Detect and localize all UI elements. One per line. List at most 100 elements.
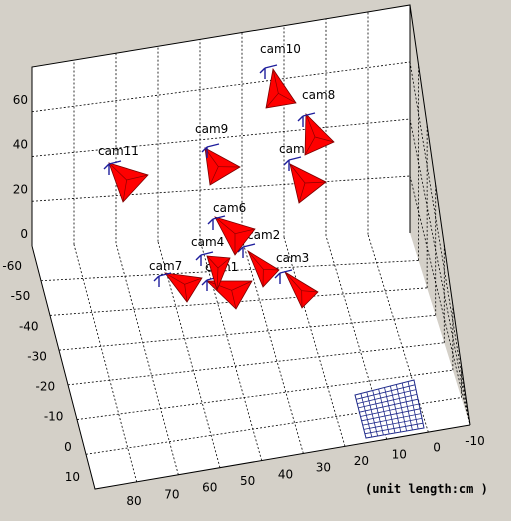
camera-cam3: cam3	[274, 251, 319, 309]
camera-axis	[206, 143, 220, 148]
camera-frustum-edge	[272, 68, 279, 94]
camera-group: cam1cam2cam3cam4cam5cam6cam7cam8cam9cam1…	[98, 42, 335, 310]
camera-frustum-edge	[304, 181, 327, 184]
camera-cam5: cam5	[279, 142, 327, 204]
x-tick-label: 30	[316, 461, 331, 475]
camera-frustum-edge	[216, 267, 219, 291]
checkerboard-line	[364, 422, 424, 435]
checkerboard-line	[358, 394, 418, 409]
floor-gridline	[40, 260, 419, 282]
y-tick-label: -20	[36, 380, 56, 394]
unit-note: (unit length:cm )	[365, 482, 488, 496]
camera-frustum-edge	[265, 93, 279, 109]
camera-axis	[153, 275, 160, 282]
x-tick-label: 20	[354, 454, 369, 468]
checkerboard-line	[356, 384, 416, 400]
camera-label: cam11	[98, 144, 139, 158]
y-tick-label: 0	[64, 440, 72, 454]
camera-frustum-edge	[214, 216, 236, 234]
camera-frustum-edge	[108, 162, 127, 181]
tick-labels: 80 70 60 50 40 30 20 10 0 -10 -60 -50 -40 -30 -20 -10 0 1…	[2, 93, 484, 508]
z-tick-label: 40	[13, 138, 28, 152]
floor-gridline	[76, 369, 453, 420]
checkerboard-line	[363, 418, 423, 430]
camera-frustum-edge	[231, 290, 237, 310]
camera-frustum-edge	[184, 277, 203, 285]
camera-axis	[259, 67, 266, 74]
camera-frustum-edge	[314, 136, 335, 143]
camera-axis	[242, 243, 256, 248]
camera-axis	[274, 272, 281, 279]
camera-axis	[201, 146, 208, 153]
z-tick-label: 20	[13, 182, 28, 196]
camera-label: cam8	[302, 88, 335, 102]
camera-frustum-edge	[278, 93, 297, 104]
camera-axis	[279, 269, 293, 274]
axis-line	[31, 4, 471, 426]
floor-gridline	[325, 235, 388, 440]
z-tick-label: 0	[20, 227, 28, 241]
camera-axis	[212, 215, 226, 220]
camera-frustum-edge	[301, 290, 319, 293]
camera-cam8: cam8	[297, 88, 335, 156]
x-tick-label: 40	[278, 467, 293, 481]
camera-frustum	[206, 280, 253, 310]
floor-gridline	[283, 237, 346, 447]
camera-frustum-edge	[247, 250, 264, 270]
camera-frustum-edge	[304, 136, 316, 156]
camera-axis	[237, 246, 244, 253]
camera-cam11: cam11	[98, 144, 149, 203]
y-tick-label: -40	[19, 319, 39, 333]
camera-label: cam9	[195, 122, 228, 136]
floor-gridline	[73, 244, 138, 482]
camera-frustum-edge	[231, 280, 253, 291]
y-tick-label: -30	[27, 349, 47, 363]
camera-label: cam5	[279, 142, 312, 156]
camera-frustum-edge	[217, 257, 231, 269]
camera-frustum	[206, 255, 231, 292]
camera-axis	[201, 279, 208, 286]
camera-axis	[207, 218, 214, 225]
y-tick-label: -60	[2, 259, 22, 273]
y-tick-label: -50	[11, 289, 31, 303]
camera-frustum	[164, 272, 203, 303]
camera-axis	[297, 115, 304, 122]
camera-axis	[264, 64, 278, 69]
x-tick-label: 0	[433, 441, 441, 455]
camera-cam7: cam7	[149, 259, 203, 303]
camera-label: cam3	[276, 251, 309, 265]
camera-frustum-edge	[209, 166, 219, 186]
camera-frustum-edge	[298, 182, 306, 204]
camera-cam4: cam4	[191, 235, 231, 292]
camera-cam6: cam6	[207, 201, 256, 256]
camera-frustum-edge	[206, 255, 219, 269]
camera-axis	[108, 160, 122, 165]
z-tick-label: 60	[13, 93, 28, 107]
camera-frustum-edge	[289, 163, 306, 184]
camera-frustum-edge	[126, 174, 149, 181]
camera-axis	[288, 156, 302, 161]
floor-gridline	[367, 234, 429, 433]
checkerboard-line	[361, 408, 421, 422]
rightwall-gridline	[409, 175, 471, 426]
x-tick-label: 80	[126, 494, 141, 508]
camera-frustum-edge	[184, 284, 188, 303]
floor-gridline	[241, 238, 304, 454]
camera-frustum-edge	[206, 280, 232, 291]
camera-frustum	[304, 113, 335, 156]
camera-frustum-edge	[305, 113, 316, 138]
checkerboard	[354, 379, 425, 439]
x-tick-label: 70	[164, 487, 179, 501]
floor-gridline	[58, 314, 436, 351]
camera-frustum-edge	[164, 272, 185, 285]
camera-label: cam6	[213, 201, 246, 215]
checkerboard-line	[360, 403, 420, 417]
camera-label: cam10	[260, 42, 301, 56]
y-tick-label: -10	[44, 410, 64, 424]
checkerboard-line	[357, 389, 417, 404]
camera-axis	[158, 272, 172, 277]
grid	[31, 11, 471, 482]
checkerboard-line	[362, 413, 422, 426]
floor-gridline	[67, 342, 445, 386]
